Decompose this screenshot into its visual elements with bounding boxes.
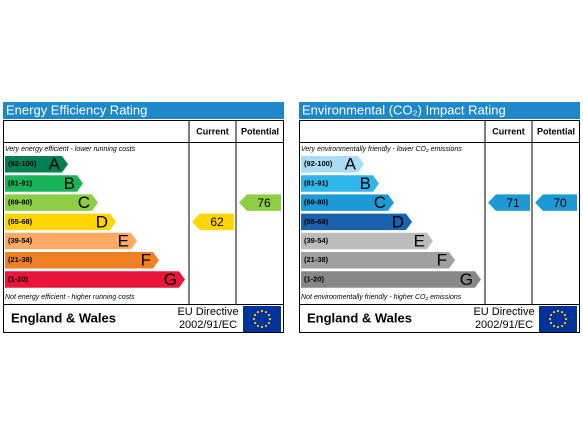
flag-star — [268, 317, 272, 321]
rating-band — [301, 175, 379, 192]
column-header: Current — [492, 126, 525, 136]
band-letter: D — [392, 212, 404, 231]
band-range: (21-38) — [8, 255, 33, 264]
flag-star — [260, 309, 264, 313]
rating-band — [5, 156, 68, 173]
flag-star — [260, 325, 264, 329]
band-letter: D — [96, 212, 108, 231]
top-note: Very energy efficient - lower running co… — [5, 146, 136, 153]
rating-value: 62 — [210, 215, 224, 229]
rating-arrow — [535, 194, 577, 211]
directive: EU Directive — [473, 306, 534, 318]
title-bar — [3, 102, 284, 119]
band-letter: B — [64, 174, 75, 193]
flag-star — [256, 324, 260, 328]
directive: EU Directive — [177, 306, 238, 318]
rating-band — [5, 271, 185, 288]
rating-value: 76 — [257, 196, 271, 210]
rating-band — [301, 271, 481, 288]
eu-flag — [539, 306, 577, 332]
region: England & Wales — [11, 310, 116, 325]
rating-value: 70 — [553, 196, 567, 210]
column-header: Current — [196, 126, 229, 136]
band-range: (1-20) — [304, 274, 325, 283]
rating-band — [5, 252, 159, 269]
column-header: Potential — [537, 126, 575, 136]
bottom-note: Not environmentally friendly - higher CO… — [301, 294, 462, 301]
flag-star — [256, 310, 260, 314]
rating-arrow — [192, 213, 234, 231]
band-range: (1-20) — [8, 274, 29, 283]
band-letter: A — [345, 155, 357, 174]
band-letter: B — [360, 174, 371, 193]
band-letter: C — [78, 193, 90, 212]
bottom-note: Not energy efficient - higher running co… — [5, 294, 135, 301]
flag-star — [267, 321, 271, 325]
rating-band — [301, 194, 394, 211]
band-range: (69-80) — [8, 198, 33, 207]
region: England & Wales — [307, 310, 412, 325]
flag-star — [548, 317, 552, 321]
band-letter: C — [374, 193, 386, 212]
flag-star — [552, 310, 556, 314]
panel-title: Environmental (CO₂) Impact Rating — [302, 102, 506, 117]
flag-star — [560, 310, 564, 314]
band-range: (55-68) — [304, 217, 329, 226]
band-letter: G — [460, 270, 473, 289]
flag-star — [563, 313, 567, 317]
band-letter: E — [414, 232, 425, 251]
flag-star — [252, 317, 256, 321]
panel-title: Energy Efficiency Rating — [6, 102, 147, 117]
flag-star — [267, 313, 271, 317]
band-letter: F — [141, 251, 151, 270]
rating-band — [5, 232, 137, 250]
band-range: (92-100) — [304, 159, 333, 168]
band-range: (81-91) — [304, 178, 329, 187]
directive: 2002/91/EC — [179, 319, 237, 331]
rating-band — [301, 156, 364, 173]
panel-frame — [299, 120, 580, 333]
rating-arrow — [488, 194, 530, 211]
rating-band — [5, 175, 83, 192]
band-range: (39-54) — [8, 236, 33, 245]
column-header: Potential — [241, 126, 279, 136]
band-range: (69-80) — [304, 198, 329, 207]
rating-band — [5, 194, 98, 211]
flag-star — [253, 313, 257, 317]
band-letter: G — [164, 270, 177, 289]
top-note: Very environmentally friendly - lower CO… — [301, 146, 462, 153]
band-letter: A — [49, 155, 61, 174]
flag-star — [552, 324, 556, 328]
band-range: (21-38) — [304, 255, 329, 264]
directive: 2002/91/EC — [475, 319, 533, 331]
band-range: (81-91) — [8, 178, 33, 187]
rating-band — [5, 213, 116, 231]
band-letter: E — [118, 232, 129, 251]
flag-star — [560, 324, 564, 328]
flag-star — [253, 321, 257, 325]
flag-star — [264, 310, 268, 314]
panel-frame — [3, 120, 284, 333]
rating-arrow — [239, 194, 281, 211]
flag-star — [549, 321, 553, 325]
rating-band — [301, 232, 433, 250]
flag-star — [264, 324, 268, 328]
eu-flag — [243, 306, 281, 332]
flag-star — [564, 317, 568, 321]
flag-star — [549, 313, 553, 317]
band-letter: F — [437, 251, 447, 270]
band-range: (55-68) — [8, 217, 33, 226]
band-range: (92-100) — [8, 159, 37, 168]
band-range: (39-54) — [304, 236, 329, 245]
rating-band — [301, 252, 455, 269]
flag-star — [556, 325, 560, 329]
title-bar — [299, 102, 580, 119]
flag-star — [556, 309, 560, 313]
flag-star — [563, 321, 567, 325]
rating-band — [301, 213, 412, 231]
rating-value: 71 — [506, 196, 520, 210]
